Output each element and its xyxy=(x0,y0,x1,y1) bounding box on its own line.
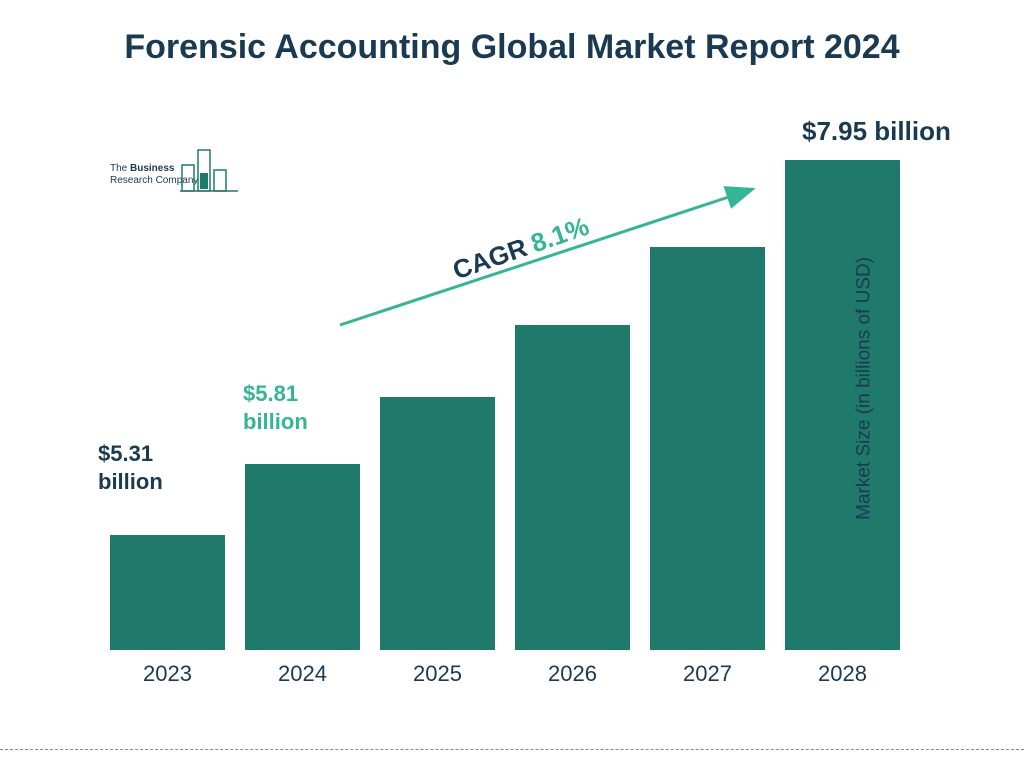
x-axis-label: 2023 xyxy=(110,655,225,690)
callout-second-year: $5.81billion xyxy=(243,380,308,435)
bar-wrap xyxy=(515,325,630,650)
bottom-divider xyxy=(0,749,1024,750)
callout-first-year: $5.31billion xyxy=(98,440,163,495)
bar xyxy=(245,464,360,650)
bar xyxy=(515,325,630,650)
bar xyxy=(110,535,225,650)
bar-wrap xyxy=(245,464,360,650)
bar xyxy=(380,397,495,650)
callout-second-year-text: $5.81billion xyxy=(243,381,308,434)
callout-last-year: $7.95 billion xyxy=(802,115,951,148)
x-axis-labels: 2023 2024 2025 2026 2027 2028 xyxy=(90,655,920,690)
x-axis-label: 2025 xyxy=(380,655,495,690)
cagr-annotation: CAGR8.1% xyxy=(330,185,770,335)
callout-first-year-text: $5.31billion xyxy=(98,441,163,494)
x-axis-label: 2027 xyxy=(650,655,765,690)
x-axis-label: 2026 xyxy=(515,655,630,690)
bar xyxy=(785,160,900,650)
bar-wrap xyxy=(110,535,225,650)
bar-wrap xyxy=(785,160,900,650)
chart-title: Forensic Accounting Global Market Report… xyxy=(0,25,1024,69)
cagr-arrow-icon xyxy=(330,185,770,335)
x-axis-label: 2028 xyxy=(785,655,900,690)
bar-wrap xyxy=(380,397,495,650)
x-axis-label: 2024 xyxy=(245,655,360,690)
y-axis-label: Market Size (in billions of USD) xyxy=(854,257,876,520)
